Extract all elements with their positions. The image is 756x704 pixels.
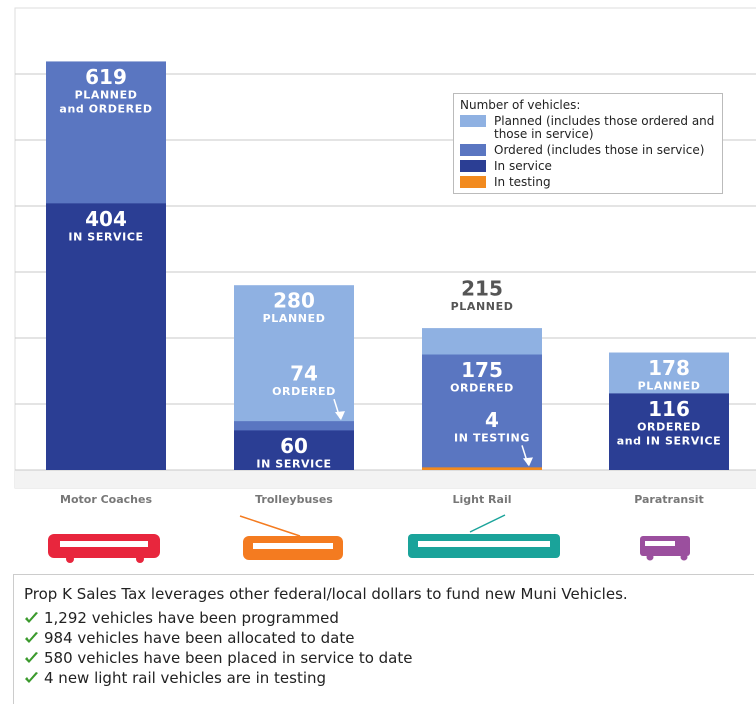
check xyxy=(25,632,38,643)
value-label: 175 xyxy=(461,358,503,382)
x-tick-label: Trolleybuses xyxy=(255,493,333,506)
value-caption: IN SERVICE xyxy=(256,457,331,470)
legend-swatch xyxy=(460,176,486,188)
bar xyxy=(46,203,166,471)
value-label: 619 xyxy=(85,65,127,89)
value-label: 178 xyxy=(648,356,690,380)
window xyxy=(645,541,675,546)
note-item: 580 vehicles have been placed in service… xyxy=(24,648,744,668)
legend-label: Planned (includes those ordered and thos… xyxy=(494,114,715,141)
legend-swatch xyxy=(460,115,486,127)
value-caption: PLANNED xyxy=(638,380,701,393)
check xyxy=(25,672,38,683)
wheel xyxy=(66,555,74,563)
value-label: 74 xyxy=(290,362,318,386)
legend-item: In testing xyxy=(460,176,716,189)
x-tick-label: Light Rail xyxy=(452,493,511,506)
wheel xyxy=(680,553,688,561)
note-text: 580 vehicles have been placed in service… xyxy=(44,649,413,667)
bar xyxy=(234,430,354,470)
pole xyxy=(239,515,301,537)
check-icon xyxy=(25,672,38,683)
wheel xyxy=(136,555,144,563)
value-label: 215 xyxy=(461,277,503,301)
x-tick-label: Paratransit xyxy=(634,493,704,506)
note-item: 4 new light rail vehicles are in testing xyxy=(24,668,744,688)
legend-item: In service xyxy=(460,160,716,173)
arrow-head xyxy=(335,411,345,421)
arrow-head xyxy=(523,457,533,467)
check xyxy=(25,652,38,663)
note-text: 1,292 vehicles have been programmed xyxy=(44,609,339,627)
legend-label: In testing xyxy=(494,175,551,189)
check-icon xyxy=(25,632,38,643)
window xyxy=(253,543,333,549)
value-label: 4 xyxy=(485,408,499,432)
value-caption: ORDERED xyxy=(272,385,336,398)
pantograph xyxy=(469,514,506,533)
notes-title: Prop K Sales Tax leverages other federal… xyxy=(24,585,628,603)
window xyxy=(418,541,550,547)
value-caption: IN SERVICE xyxy=(68,230,143,243)
value-caption: PLANNED xyxy=(75,88,138,101)
check-icon xyxy=(25,652,38,663)
vehicle-icons xyxy=(48,514,690,563)
value-label: 60 xyxy=(280,434,308,458)
value-caption: PLANNED xyxy=(263,312,326,325)
value-caption: and IN SERVICE xyxy=(617,434,722,447)
bar xyxy=(422,354,542,470)
value-caption: ORDERED xyxy=(450,382,514,395)
check xyxy=(25,612,38,623)
value-caption: IN TESTING xyxy=(454,431,530,444)
legend-item: Planned (includes those ordered and thos… xyxy=(460,115,716,141)
note-item: 984 vehicles have been allocated to date xyxy=(24,628,744,648)
chart: Motor Coaches Trolleybuses Light Rail Parat… xyxy=(14,7,756,563)
note-text: 984 vehicles have been allocated to date xyxy=(44,629,355,647)
legend-label: Ordered (includes those in service) xyxy=(494,143,705,157)
x-tick-label: Motor Coaches xyxy=(60,493,152,506)
value-label: 280 xyxy=(273,289,315,313)
legend-label: In service xyxy=(494,159,552,173)
legend-swatch xyxy=(460,144,486,156)
legend-title: Number of vehicles: xyxy=(460,98,581,112)
value-caption: PLANNED xyxy=(451,300,514,313)
axis-band xyxy=(15,470,756,488)
note-text: 4 new light rail vehicles are in testing xyxy=(44,669,327,687)
note-item: 1,292 vehicles have been programmed xyxy=(24,608,744,628)
window xyxy=(60,541,148,547)
value-caption: ORDERED xyxy=(637,420,701,433)
bar xyxy=(422,467,542,470)
legend-item: Ordered (includes those in service) xyxy=(460,144,716,157)
value-label: 116 xyxy=(648,397,690,421)
value-caption: and ORDERED xyxy=(59,102,152,115)
check-icon xyxy=(25,612,38,623)
notes: Prop K Sales Tax leverages other federal… xyxy=(13,574,754,704)
legend-swatch xyxy=(460,160,486,172)
value-label: 404 xyxy=(85,207,127,231)
bar xyxy=(609,393,729,470)
legend: Number of vehicles: Planned (includes th… xyxy=(453,93,723,194)
wheel xyxy=(646,553,654,561)
